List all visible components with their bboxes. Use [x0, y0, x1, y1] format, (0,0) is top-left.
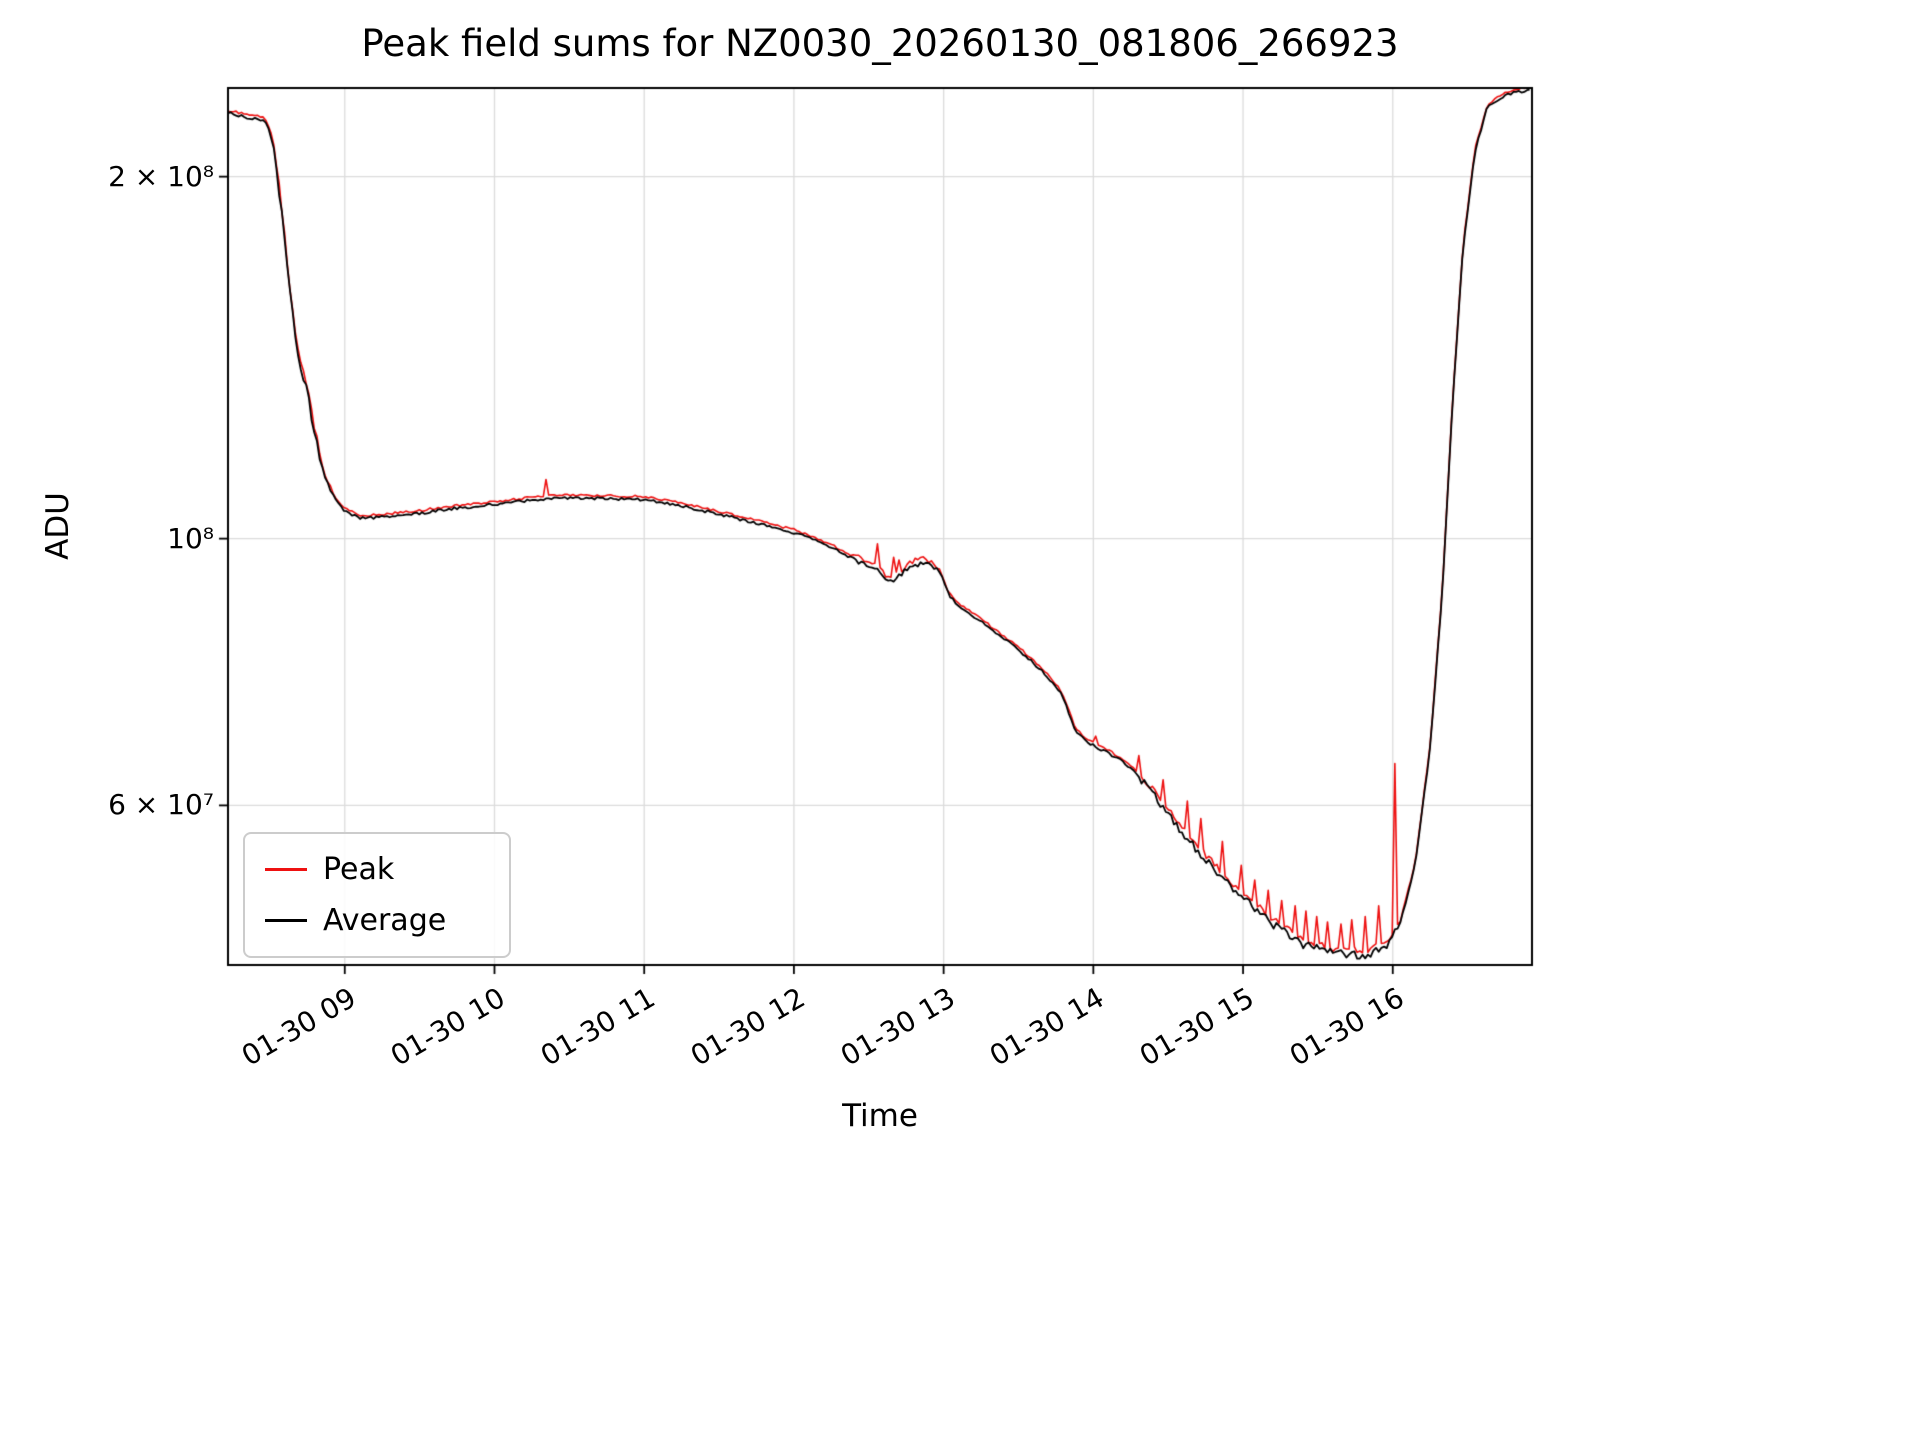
legend-item-average: Average [245, 895, 509, 946]
x-axis-label: Time [842, 1098, 918, 1134]
legend-label-peak: Peak [323, 852, 395, 887]
y-tick-label: 6 × 10⁷ [108, 788, 214, 822]
chart-title: Peak field sums for NZ0030_20260130_0818… [361, 22, 1399, 65]
legend: Peak Average [243, 832, 511, 958]
legend-item-peak: Peak [245, 844, 509, 895]
peak-line-swatch [265, 868, 307, 871]
y-tick-label: 10⁸ [167, 521, 214, 555]
average-line-swatch [265, 919, 307, 922]
legend-label-average: Average [323, 903, 447, 938]
y-tick-label: 2 × 10⁸ [108, 159, 214, 193]
